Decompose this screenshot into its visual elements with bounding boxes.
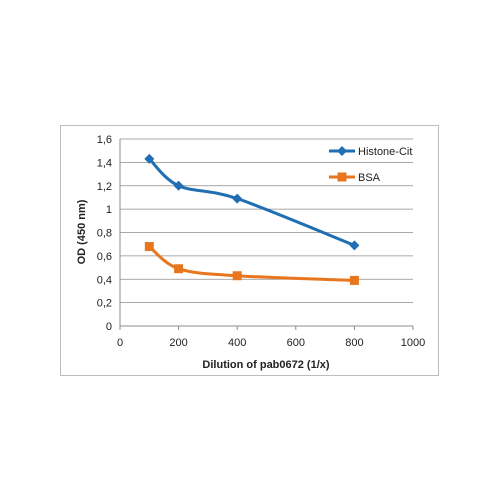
x-tick-label: 200 — [169, 337, 187, 349]
diamond-marker — [232, 193, 243, 204]
legend: Histone-Cit BSA — [329, 146, 412, 184]
square-marker — [174, 264, 184, 274]
x-tick-labels: 0 200 400 600 800 1000 — [117, 337, 425, 349]
square-marker — [349, 275, 359, 285]
y-tick-label: 1,4 — [97, 157, 112, 169]
y-axis-title: OD (450 nm) — [76, 199, 88, 264]
x-tick-label: 400 — [228, 337, 246, 349]
x-axis-title: Dilution of pab0672 (1/x) — [202, 359, 329, 371]
series-histone-cit — [144, 153, 360, 251]
y-tick-label: 0,8 — [97, 228, 112, 240]
legend-label: BSA — [358, 172, 381, 184]
y-tick-label: 1 — [106, 204, 112, 216]
series-line — [147, 157, 356, 247]
y-tick-label: 0 — [106, 321, 112, 333]
y-tick-label: 1,2 — [97, 181, 112, 193]
square-marker — [144, 242, 154, 252]
chart-frame — [60, 125, 439, 376]
y-tick-label: 0,6 — [97, 251, 112, 263]
y-tick-label: 1,6 — [97, 134, 112, 146]
x-tick-label: 600 — [287, 337, 305, 349]
diamond-marker — [173, 180, 184, 191]
x-tick-label: 1000 — [401, 337, 425, 349]
axes — [119, 139, 414, 330]
y-tick-label: 0,2 — [97, 298, 112, 310]
square-marker — [232, 271, 242, 281]
x-tick-label: 0 — [117, 337, 123, 349]
x-tick-label: 800 — [345, 337, 363, 349]
y-tick-labels: 0 0,2 0,4 0,6 0,8 1 1,2 1,4 1,6 — [97, 134, 112, 333]
legend-entry: BSA — [329, 172, 381, 184]
y-tick-label: 0,4 — [97, 274, 112, 286]
legend-label: Histone-Cit — [358, 146, 412, 158]
legend-diamond-marker — [337, 146, 347, 156]
diamond-marker — [349, 240, 360, 251]
series-bsa — [144, 242, 359, 285]
series-line — [147, 245, 356, 282]
legend-entry: Histone-Cit — [329, 146, 412, 158]
diamond-marker — [144, 153, 155, 164]
series — [144, 153, 360, 285]
legend-square-marker — [337, 172, 347, 182]
